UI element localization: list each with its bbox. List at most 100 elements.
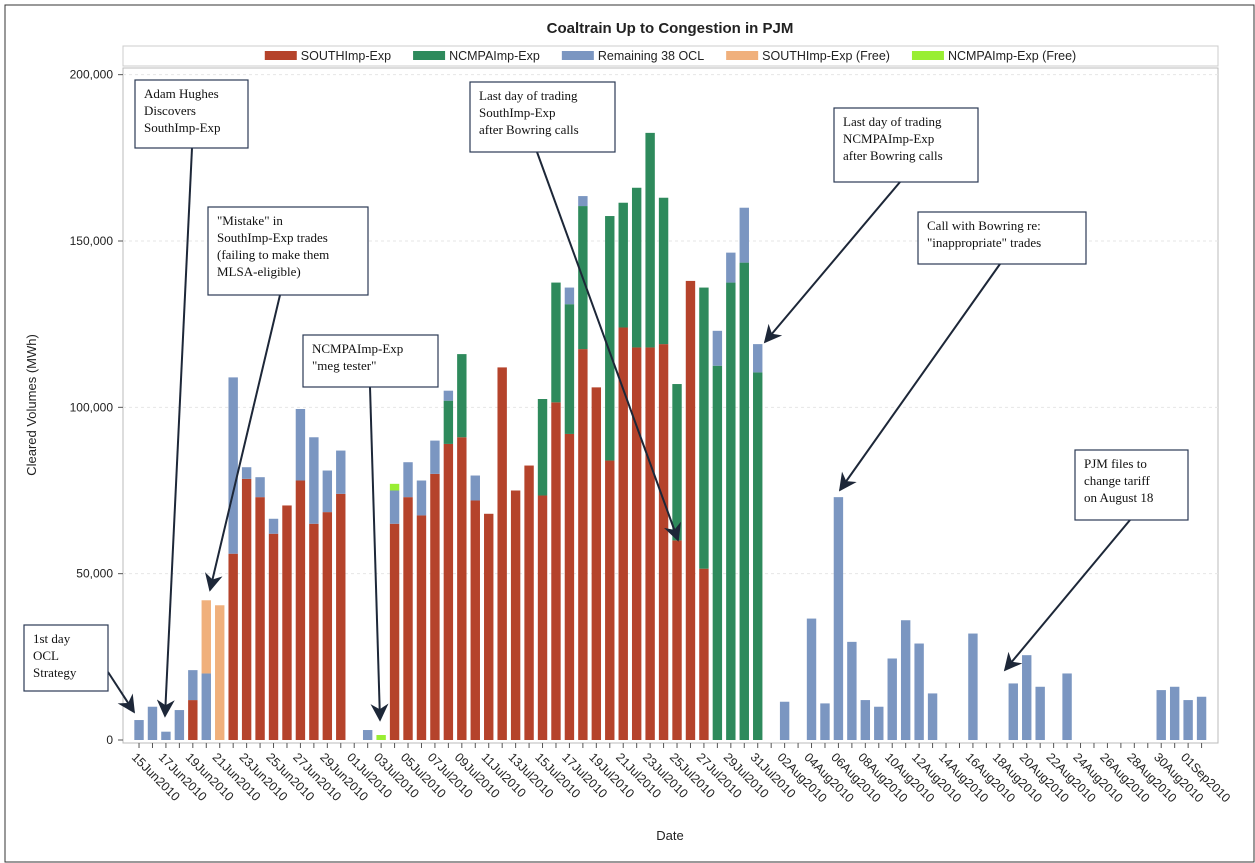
legend-box	[122, 45, 1219, 67]
bar-segment	[806, 618, 817, 740]
bar-segment	[457, 437, 467, 740]
bar-segment	[309, 523, 319, 740]
bar-segment	[779, 701, 790, 740]
y-tick-label: 200,000	[70, 68, 114, 82]
bar-segment	[1183, 700, 1193, 740]
bar-segment	[322, 512, 333, 740]
bar-segment	[443, 390, 454, 401]
y-tick-label: 50,000	[76, 567, 113, 581]
bar-segment	[658, 197, 669, 345]
y-axis-label: Cleared Volumes (MWh)	[24, 334, 39, 476]
annotation-text: OCL	[33, 648, 59, 663]
bar-segment	[578, 196, 588, 207]
bar-segment	[551, 402, 561, 740]
bar-segment	[753, 372, 763, 740]
bar-segment	[228, 553, 238, 740]
bar-segment	[241, 467, 252, 479]
bar-segment	[847, 641, 857, 740]
bar-segment	[1196, 696, 1207, 740]
annotation-text: (failing to make them	[217, 247, 329, 262]
legend-item: Remaining 38 OCL	[561, 49, 704, 63]
annotation-arrow	[156, 147, 193, 718]
bar-segment	[1062, 673, 1072, 740]
y-tick-label: 0	[106, 733, 113, 747]
bar-segment	[900, 620, 911, 740]
annotation-text: Last day of trading	[843, 114, 942, 129]
bar-segment	[430, 473, 440, 740]
bar-segment	[201, 600, 211, 674]
bar-segment	[658, 344, 669, 740]
bar-segment	[618, 327, 628, 740]
bar-segment	[241, 478, 252, 740]
annotation-arrow	[369, 386, 389, 722]
annotation-arrow	[763, 181, 901, 344]
bar-segment	[537, 495, 548, 740]
bar-segment	[524, 465, 534, 740]
legend-item: SOUTHImp-Exp (Free)	[726, 49, 890, 63]
bar-segment	[147, 706, 158, 740]
bar-segment	[484, 513, 494, 740]
bar-segment	[443, 443, 454, 740]
bar-segment	[726, 252, 736, 283]
bar-segment	[201, 673, 211, 740]
bar-segment	[739, 262, 749, 740]
annotation-box	[917, 211, 1087, 265]
annotation-arrow	[204, 294, 281, 592]
bar-segment	[739, 207, 749, 263]
bar-segment	[268, 533, 279, 740]
legend-item: NCMPAImp-Exp	[413, 49, 540, 63]
y-tick-label: 150,000	[70, 234, 114, 248]
legend-label: NCMPAImp-Exp (Free)	[948, 49, 1076, 63]
bar-segment	[1008, 683, 1018, 740]
annotation-text: "inappropriate" trades	[927, 235, 1041, 250]
bar-segment	[564, 433, 575, 740]
annotation-box	[134, 79, 249, 149]
bar-segment	[255, 477, 265, 498]
bar-segment	[430, 440, 440, 474]
legend-label: NCMPAImp-Exp	[449, 49, 540, 63]
bar-segment	[416, 480, 427, 516]
bar-segment	[685, 280, 696, 740]
annotation-text: NCMPAImp-Exp	[312, 341, 403, 356]
legend-swatch	[413, 51, 446, 60]
bar-segment	[726, 282, 736, 740]
annotation-text: NCMPAImp-Exp	[843, 131, 934, 146]
annotation-text: MLSA-eligible)	[217, 264, 301, 279]
legend-swatch	[726, 51, 759, 60]
annotation-arrow	[536, 151, 681, 542]
bar-segment	[416, 515, 427, 740]
bar-segment	[282, 505, 292, 740]
bar-segment	[645, 132, 655, 348]
legend-label: SOUTHImp-Exp (Free)	[762, 49, 890, 63]
bar-segment	[631, 187, 642, 348]
bar-segment	[268, 518, 279, 534]
plot-area	[122, 67, 1219, 744]
bar-segment	[1169, 686, 1180, 740]
annotation-text: SouthImp-Exp	[144, 120, 221, 135]
annotation-text: Discovers	[144, 103, 196, 118]
bar-segment	[860, 700, 871, 740]
bar-segment	[645, 347, 655, 740]
bar-segment	[443, 400, 454, 444]
bar-segment	[564, 304, 575, 434]
annotation-box	[833, 107, 979, 183]
x-axis-label: Date	[656, 828, 683, 843]
annotation-text: "Mistake" in	[217, 213, 283, 228]
bar-segment	[403, 497, 413, 740]
annotation-arrow	[1003, 519, 1131, 672]
annotation-text: after Bowring calls	[479, 122, 579, 137]
annotation-box	[23, 624, 109, 692]
bar-segment	[376, 735, 386, 740]
annotation-text: Call with Bowring re:	[927, 218, 1041, 233]
legend-item: NCMPAImp-Exp (Free)	[911, 49, 1076, 63]
bar-segment	[578, 349, 588, 740]
annotation-box	[1074, 449, 1189, 521]
legend-item: SOUTHImp-Exp	[264, 49, 391, 63]
bar-segment	[336, 450, 346, 494]
bar-segment	[389, 523, 400, 740]
bar-segment	[362, 730, 373, 740]
bar-segment	[672, 540, 682, 740]
bar-segment	[336, 493, 346, 740]
bar-segment	[295, 408, 306, 481]
